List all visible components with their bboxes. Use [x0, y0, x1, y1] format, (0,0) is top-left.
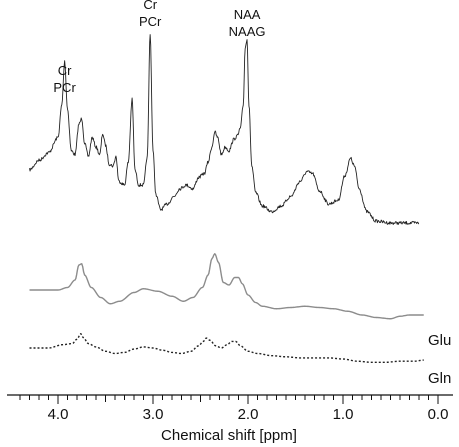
gln-trace-label: Gln — [428, 370, 451, 387]
x-tick-label: 3.0 — [143, 406, 164, 423]
x-tick-label: 4.0 — [48, 406, 69, 423]
peak-label: NAAG — [229, 24, 266, 39]
glu-trace-label: Glu — [428, 332, 451, 349]
x-tick-label: 2.0 — [238, 406, 259, 423]
peak-label: NAA — [234, 7, 261, 22]
glu-trace — [29, 253, 424, 320]
peak-label: PCr — [139, 14, 162, 29]
peak-label: Cr — [143, 0, 157, 12]
x-axis: 4.0 3.0 2.0 1.0 0.0 — [7, 394, 453, 423]
traces-group — [29, 34, 424, 363]
x-tick-label: 1.0 — [333, 406, 354, 423]
trace-labels: Glu Gln — [428, 332, 451, 387]
peak-label: Cr — [58, 63, 72, 78]
peak-annotations: Cr PCr Cr PCr NAA NAAG — [53, 0, 265, 95]
peak-label: PCr — [53, 80, 76, 95]
spectrum-trace — [29, 34, 420, 226]
x-tick-label: 0.0 — [428, 406, 449, 423]
gln-trace — [29, 333, 424, 363]
x-axis-title: Chemical shift [ppm] — [161, 427, 297, 444]
